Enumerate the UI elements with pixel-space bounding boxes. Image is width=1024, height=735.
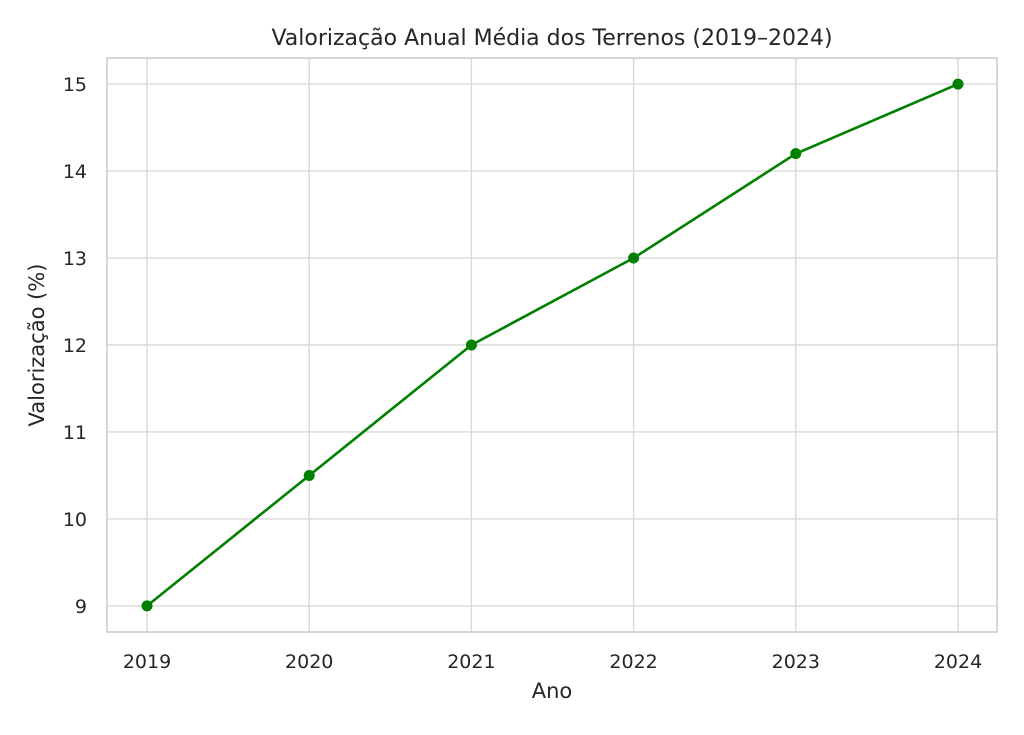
y-axis-label: Valorização (%) xyxy=(25,264,49,427)
x-tick-label: 2024 xyxy=(934,651,982,673)
grid xyxy=(107,58,997,632)
tick-labels: 2019 2020 2021 2022 2023 2024 9 10 11 12 13 14 15 xyxy=(63,74,982,673)
data-point xyxy=(465,339,477,351)
data-point xyxy=(628,252,640,264)
series-layer xyxy=(141,78,964,612)
x-tick-label: 2019 xyxy=(123,651,171,673)
chart-title: Valorização Anual Média dos Terrenos (20… xyxy=(271,26,832,51)
data-point xyxy=(790,148,802,160)
data-point xyxy=(952,78,964,90)
x-tick-label: 2020 xyxy=(285,651,333,673)
y-tick-label: 13 xyxy=(63,248,87,270)
y-tick-label: 9 xyxy=(75,596,87,618)
x-tick-label: 2023 xyxy=(772,651,820,673)
y-tick-label: 11 xyxy=(63,422,87,444)
data-point xyxy=(141,600,153,612)
plot-frame xyxy=(106,57,998,633)
y-tick-label: 12 xyxy=(63,335,87,357)
x-tick-label: 2021 xyxy=(447,651,495,673)
x-axis-label: Ano xyxy=(532,679,573,703)
y-tick-label: 10 xyxy=(63,509,87,531)
y-tick-label: 14 xyxy=(63,161,87,183)
data-point xyxy=(303,469,315,481)
series-line xyxy=(146,82,959,607)
x-tick-label: 2022 xyxy=(609,651,657,673)
y-tick-label: 15 xyxy=(63,74,87,96)
